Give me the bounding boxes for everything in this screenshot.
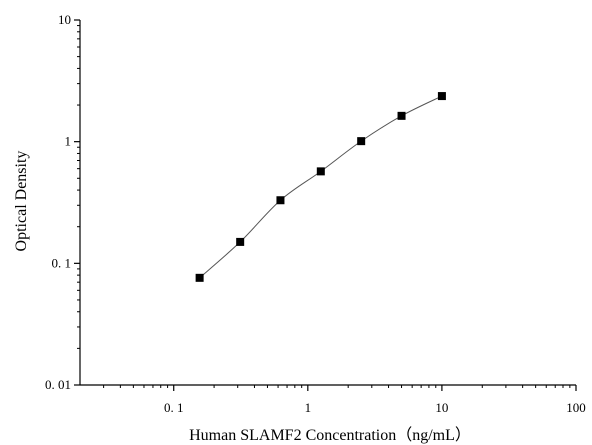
data-point bbox=[276, 196, 285, 205]
x-axis-title: Human SLAMF2 Concentration（ng/mL） bbox=[189, 426, 471, 444]
data-point bbox=[195, 273, 204, 282]
y-tick-label: 0. 01 bbox=[45, 377, 71, 392]
x-tick-label: 100 bbox=[566, 400, 586, 415]
data-point bbox=[437, 92, 446, 101]
y-axis-title: Optical Density bbox=[13, 151, 30, 252]
data-point bbox=[357, 137, 366, 146]
plot-area: 0. 01 0. 1 1 10 0. 1 1 10 100 bbox=[45, 12, 586, 415]
data-point bbox=[397, 111, 406, 120]
y-tick-label: 0. 1 bbox=[52, 255, 72, 270]
data-point bbox=[236, 237, 245, 246]
x-tick-label: 0. 1 bbox=[164, 400, 184, 415]
data-point bbox=[316, 167, 325, 176]
fit-curve bbox=[199, 95, 443, 279]
x-tick-label: 1 bbox=[305, 400, 312, 415]
y-tick-label: 1 bbox=[65, 134, 72, 149]
x-tick-label: 10 bbox=[435, 400, 448, 415]
y-tick-label: 10 bbox=[58, 12, 71, 27]
